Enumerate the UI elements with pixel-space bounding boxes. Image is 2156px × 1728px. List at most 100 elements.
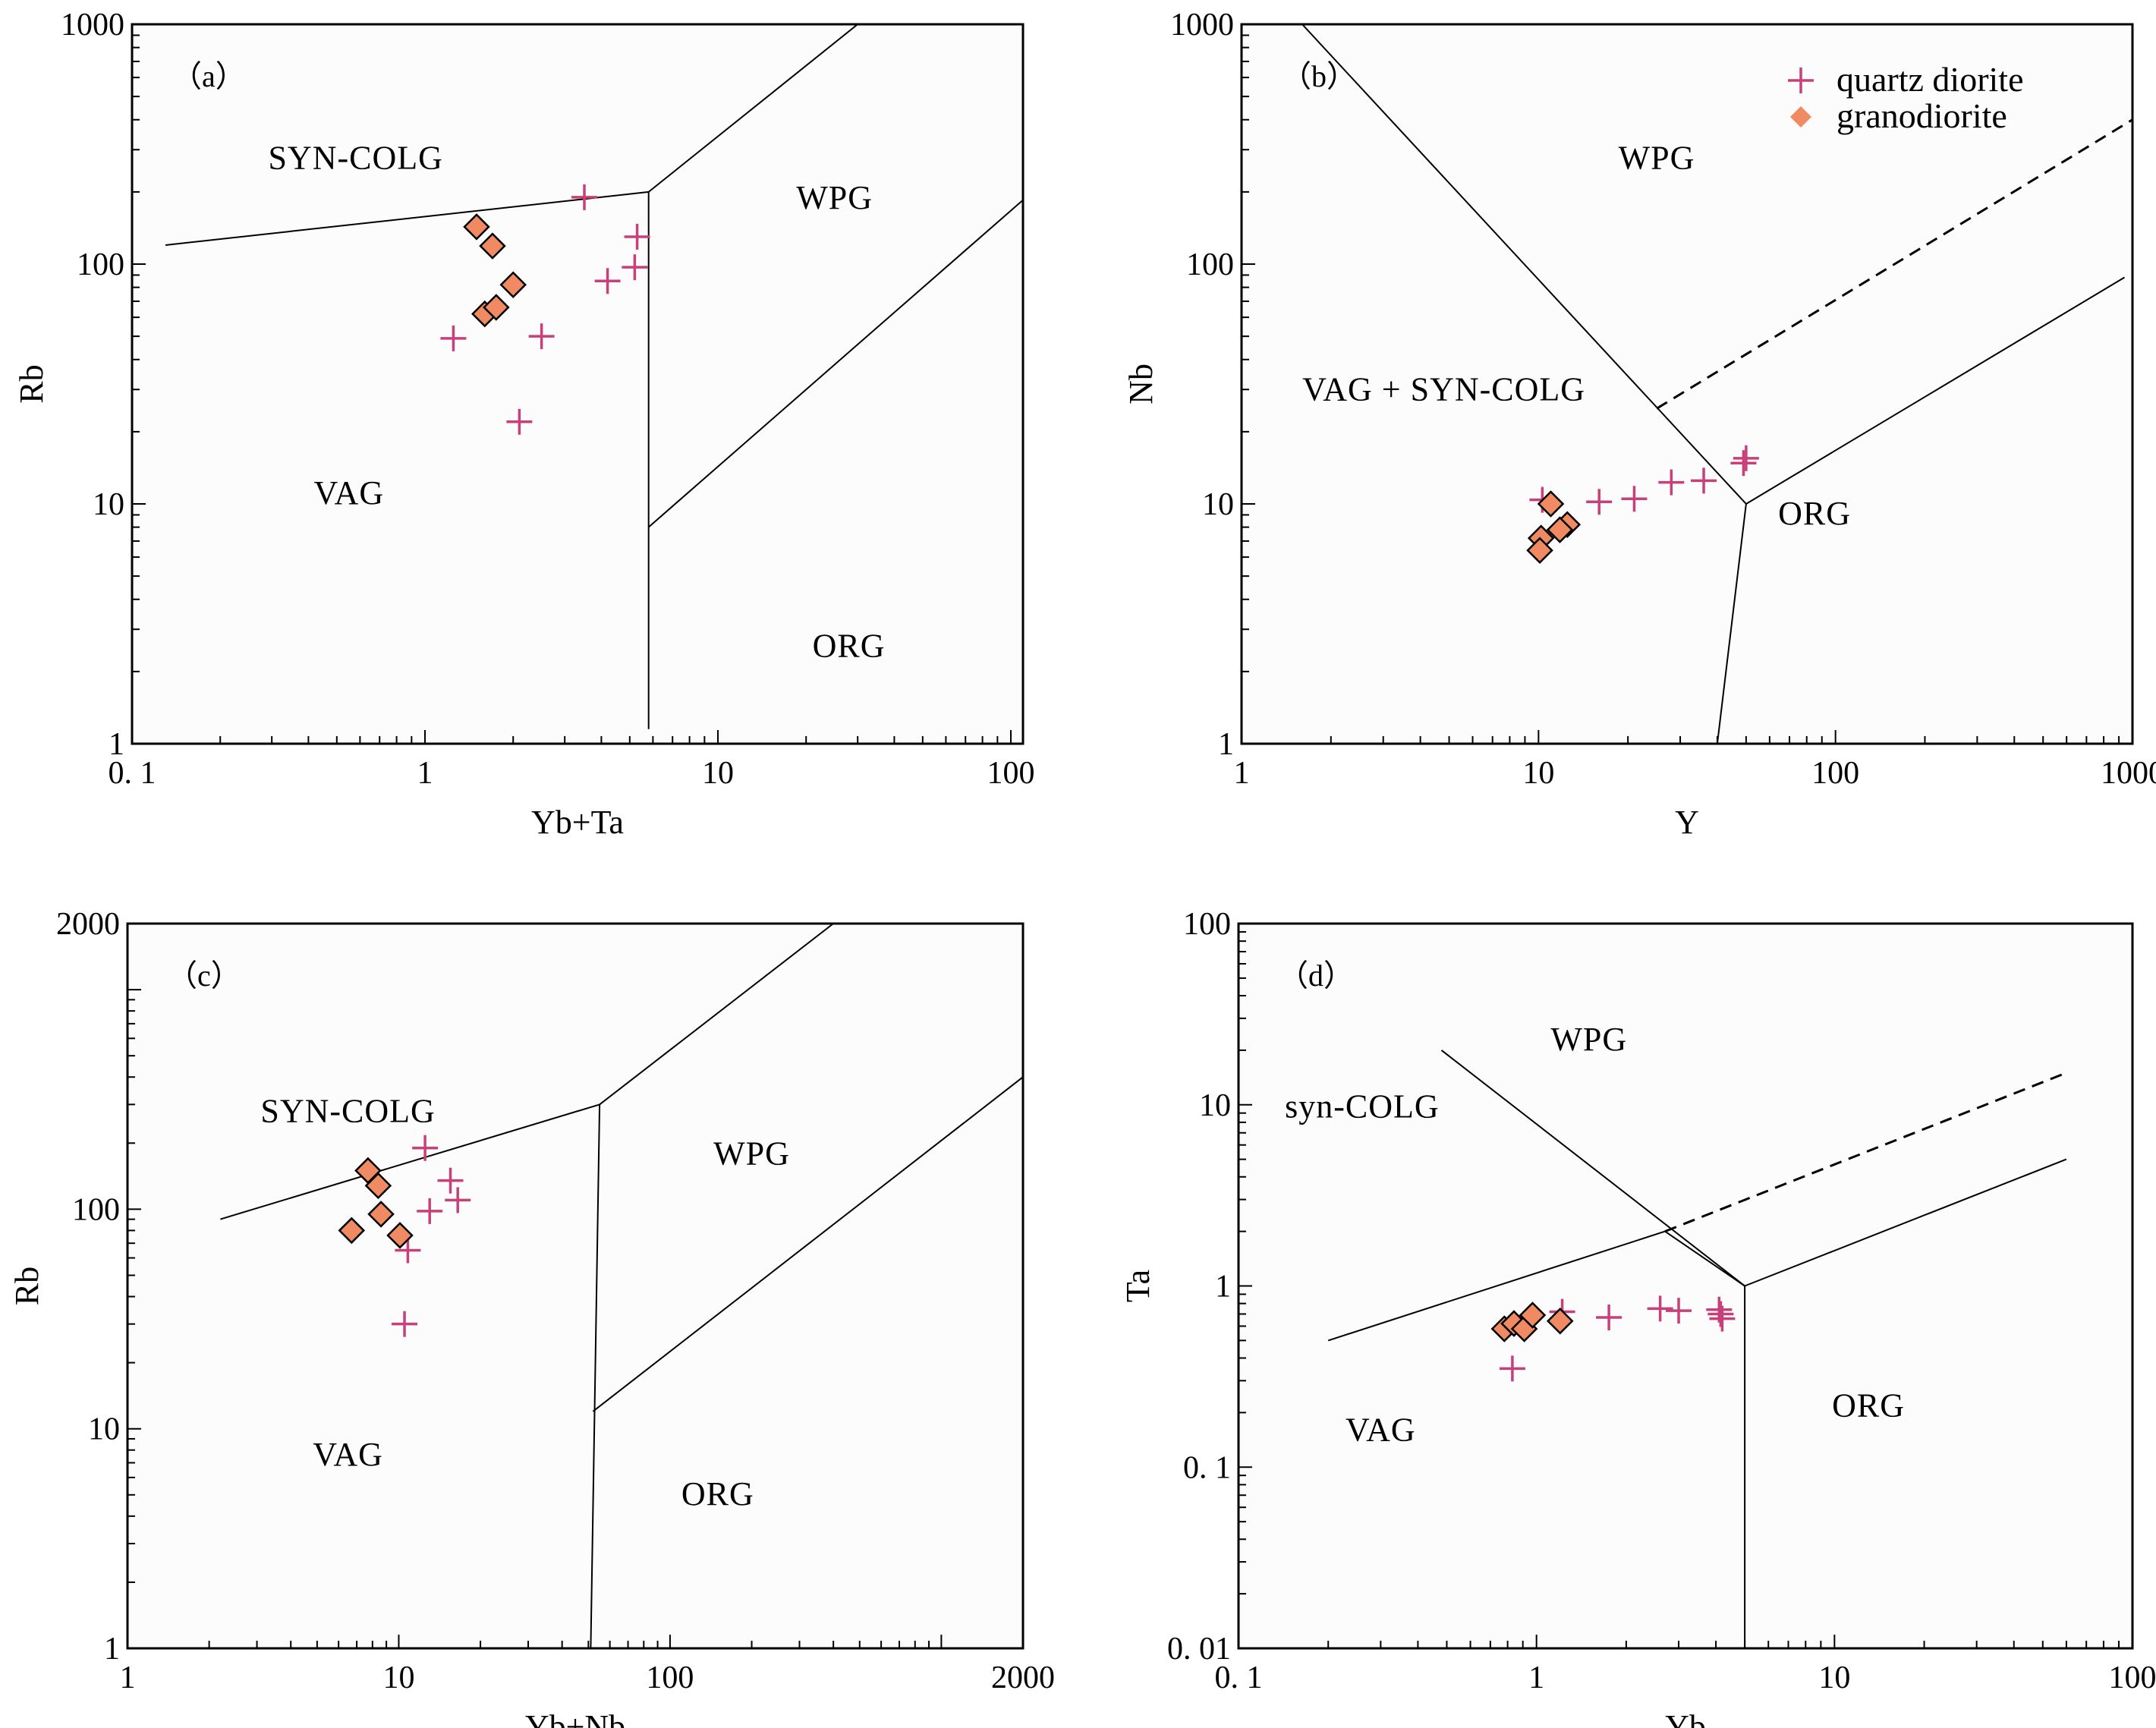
y-axis-a: 1 10 100 1000 [61,8,146,762]
data-point-quartz-diorite [417,1198,443,1224]
x-tick-label: 10 [382,1660,414,1695]
y-tick-label: 100 [1183,907,1231,942]
dashed-boundary-line [1664,1072,2067,1232]
boundary-line [1440,1050,1745,1287]
boundary-line [1716,503,1747,744]
y-tick-label: 1 [1218,727,1234,762]
plot-area-b [1240,23,2134,745]
y-axis-label: Rb [13,364,50,403]
boundary-line [220,1103,600,1220]
y-tick-label: 10 [93,487,124,522]
y-tick-label: 1 [104,1632,120,1667]
data-point-quartz-diorite [1647,1295,1673,1322]
data-point-quartz-diorite [528,323,555,350]
data-point-granodiorite [463,213,490,241]
data-point-quartz-diorite [1691,467,1717,494]
boundary-line [165,190,649,246]
series-granodiorite [1490,1302,1574,1342]
x-tick-label: 0. 1 [1215,1660,1263,1695]
data-point-quartz-diorite [1707,1301,1734,1327]
data-point-granodiorite [499,271,527,299]
y-tick-label: 0. 1 [1183,1450,1231,1485]
y-tick-label: 100 [1186,247,1234,282]
plot-area-a [131,23,1024,745]
x-axis-label: Yb+Nb [525,1708,625,1728]
field-label: WPG [1550,1021,1627,1058]
data-point-granodiorite [1526,537,1553,565]
boundary-line [599,924,834,1106]
data-point-quartz-diorite [571,184,598,210]
y-axis-label: Nb [1122,364,1160,404]
x-tick-label: 100 [2109,1660,2156,1695]
y-tick-label: 100 [77,247,124,282]
x-tick-label: 2000 [991,1660,1055,1695]
data-point-quartz-diorite [1730,450,1757,477]
legend-diamond-icon [1790,106,1811,127]
data-point-granodiorite [1546,516,1574,543]
field-label: ORG [1832,1387,1905,1424]
x-tick-label: 1 [120,1660,136,1695]
x-tick-label: 100 [1811,756,1859,791]
data-point-quartz-diorite [506,408,533,435]
series-quartz-diorite [1499,1295,1736,1382]
data-point-quartz-diorite [624,223,650,250]
y-tick-label: 10 [88,1412,120,1447]
field-label: VAG [313,1436,383,1473]
data-point-quartz-diorite [445,1187,471,1213]
y-axis-d: 0. 01 0. 1 1 10 100 [1167,907,1252,1667]
chart-c: 1 10 100 2000 1 10 100 2000 Yb+Nb Rb （c） SYN-COLG WP… [8,907,1055,1728]
data-point-quartz-diorite [622,254,648,281]
series-quartz-diorite [440,184,650,435]
y-tick-label: 1 [1215,1270,1231,1305]
dashed-boundary-line [1656,118,2132,410]
panel-label: （a） [172,59,246,93]
data-point-granodiorite [338,1217,366,1245]
data-point-quartz-diorite [1658,469,1685,496]
data-point-quartz-diorite [1596,1305,1623,1331]
boundaries-c [220,924,1023,1648]
x-axis-label: Y [1675,804,1699,841]
panel-label: （d） [1278,958,1354,993]
y-axis-label: Rb [8,1267,46,1305]
y-tick-label: 1000 [1170,8,1234,42]
x-tick-label: 1 [1528,1660,1544,1695]
chart-a: 0. 1 1 10 1001101001000Yb+TaRb（a）SYN-COLGWP… [13,8,1035,841]
boundary-line [648,199,1023,528]
data-point-quartz-diorite [1666,1298,1692,1324]
plot-area-c [126,922,1024,1650]
data-point-quartz-diorite [437,1167,464,1194]
plot-area-d [1237,922,2134,1650]
boundary-line [1327,1230,1666,1342]
boundary-line [648,24,858,193]
data-point-quartz-diorite [392,1311,418,1337]
data-point-granodiorite [1537,490,1565,518]
y-axis-label: Ta [1119,1270,1157,1302]
boundary-line [1301,24,1747,505]
boundary-line [590,1104,601,1648]
x-axis-label: Yb+Ta [531,804,624,841]
field-label: SYN-COLG [260,1092,435,1129]
panel-label: （c） [167,958,241,993]
boundaries-a [165,24,1023,729]
x-axis-c: 1 10 100 2000 [120,1635,1055,1695]
x-tick-label: 10 [1522,756,1554,791]
field-label: ORG [813,628,886,665]
field-label: WPG [713,1135,790,1172]
data-point-granodiorite [479,232,506,260]
data-point-granodiorite [1519,1302,1547,1329]
x-tick-label: 100 [646,1660,694,1695]
data-point-quartz-diorite [1621,486,1648,512]
field-label: ORG [681,1475,754,1512]
field-label: VAG [313,474,384,511]
boundary-line [1745,276,2126,505]
boundaries-d [1327,1050,2067,1648]
legend-item-label: granodiorite [1837,96,2007,135]
series-granodiorite [463,213,527,328]
y-tick-label: 1 [109,727,124,762]
data-point-quartz-diorite [1733,445,1759,471]
data-point-quartz-diorite [440,325,467,351]
y-axis-c: 1 10 100 2000 [56,907,141,1667]
chart-b: 1 10 100 1000 1 10 100 1000 Y Nb （b） WPG VAG + SYN-C… [1122,8,2156,841]
data-point-quartz-diorite [395,1237,421,1264]
